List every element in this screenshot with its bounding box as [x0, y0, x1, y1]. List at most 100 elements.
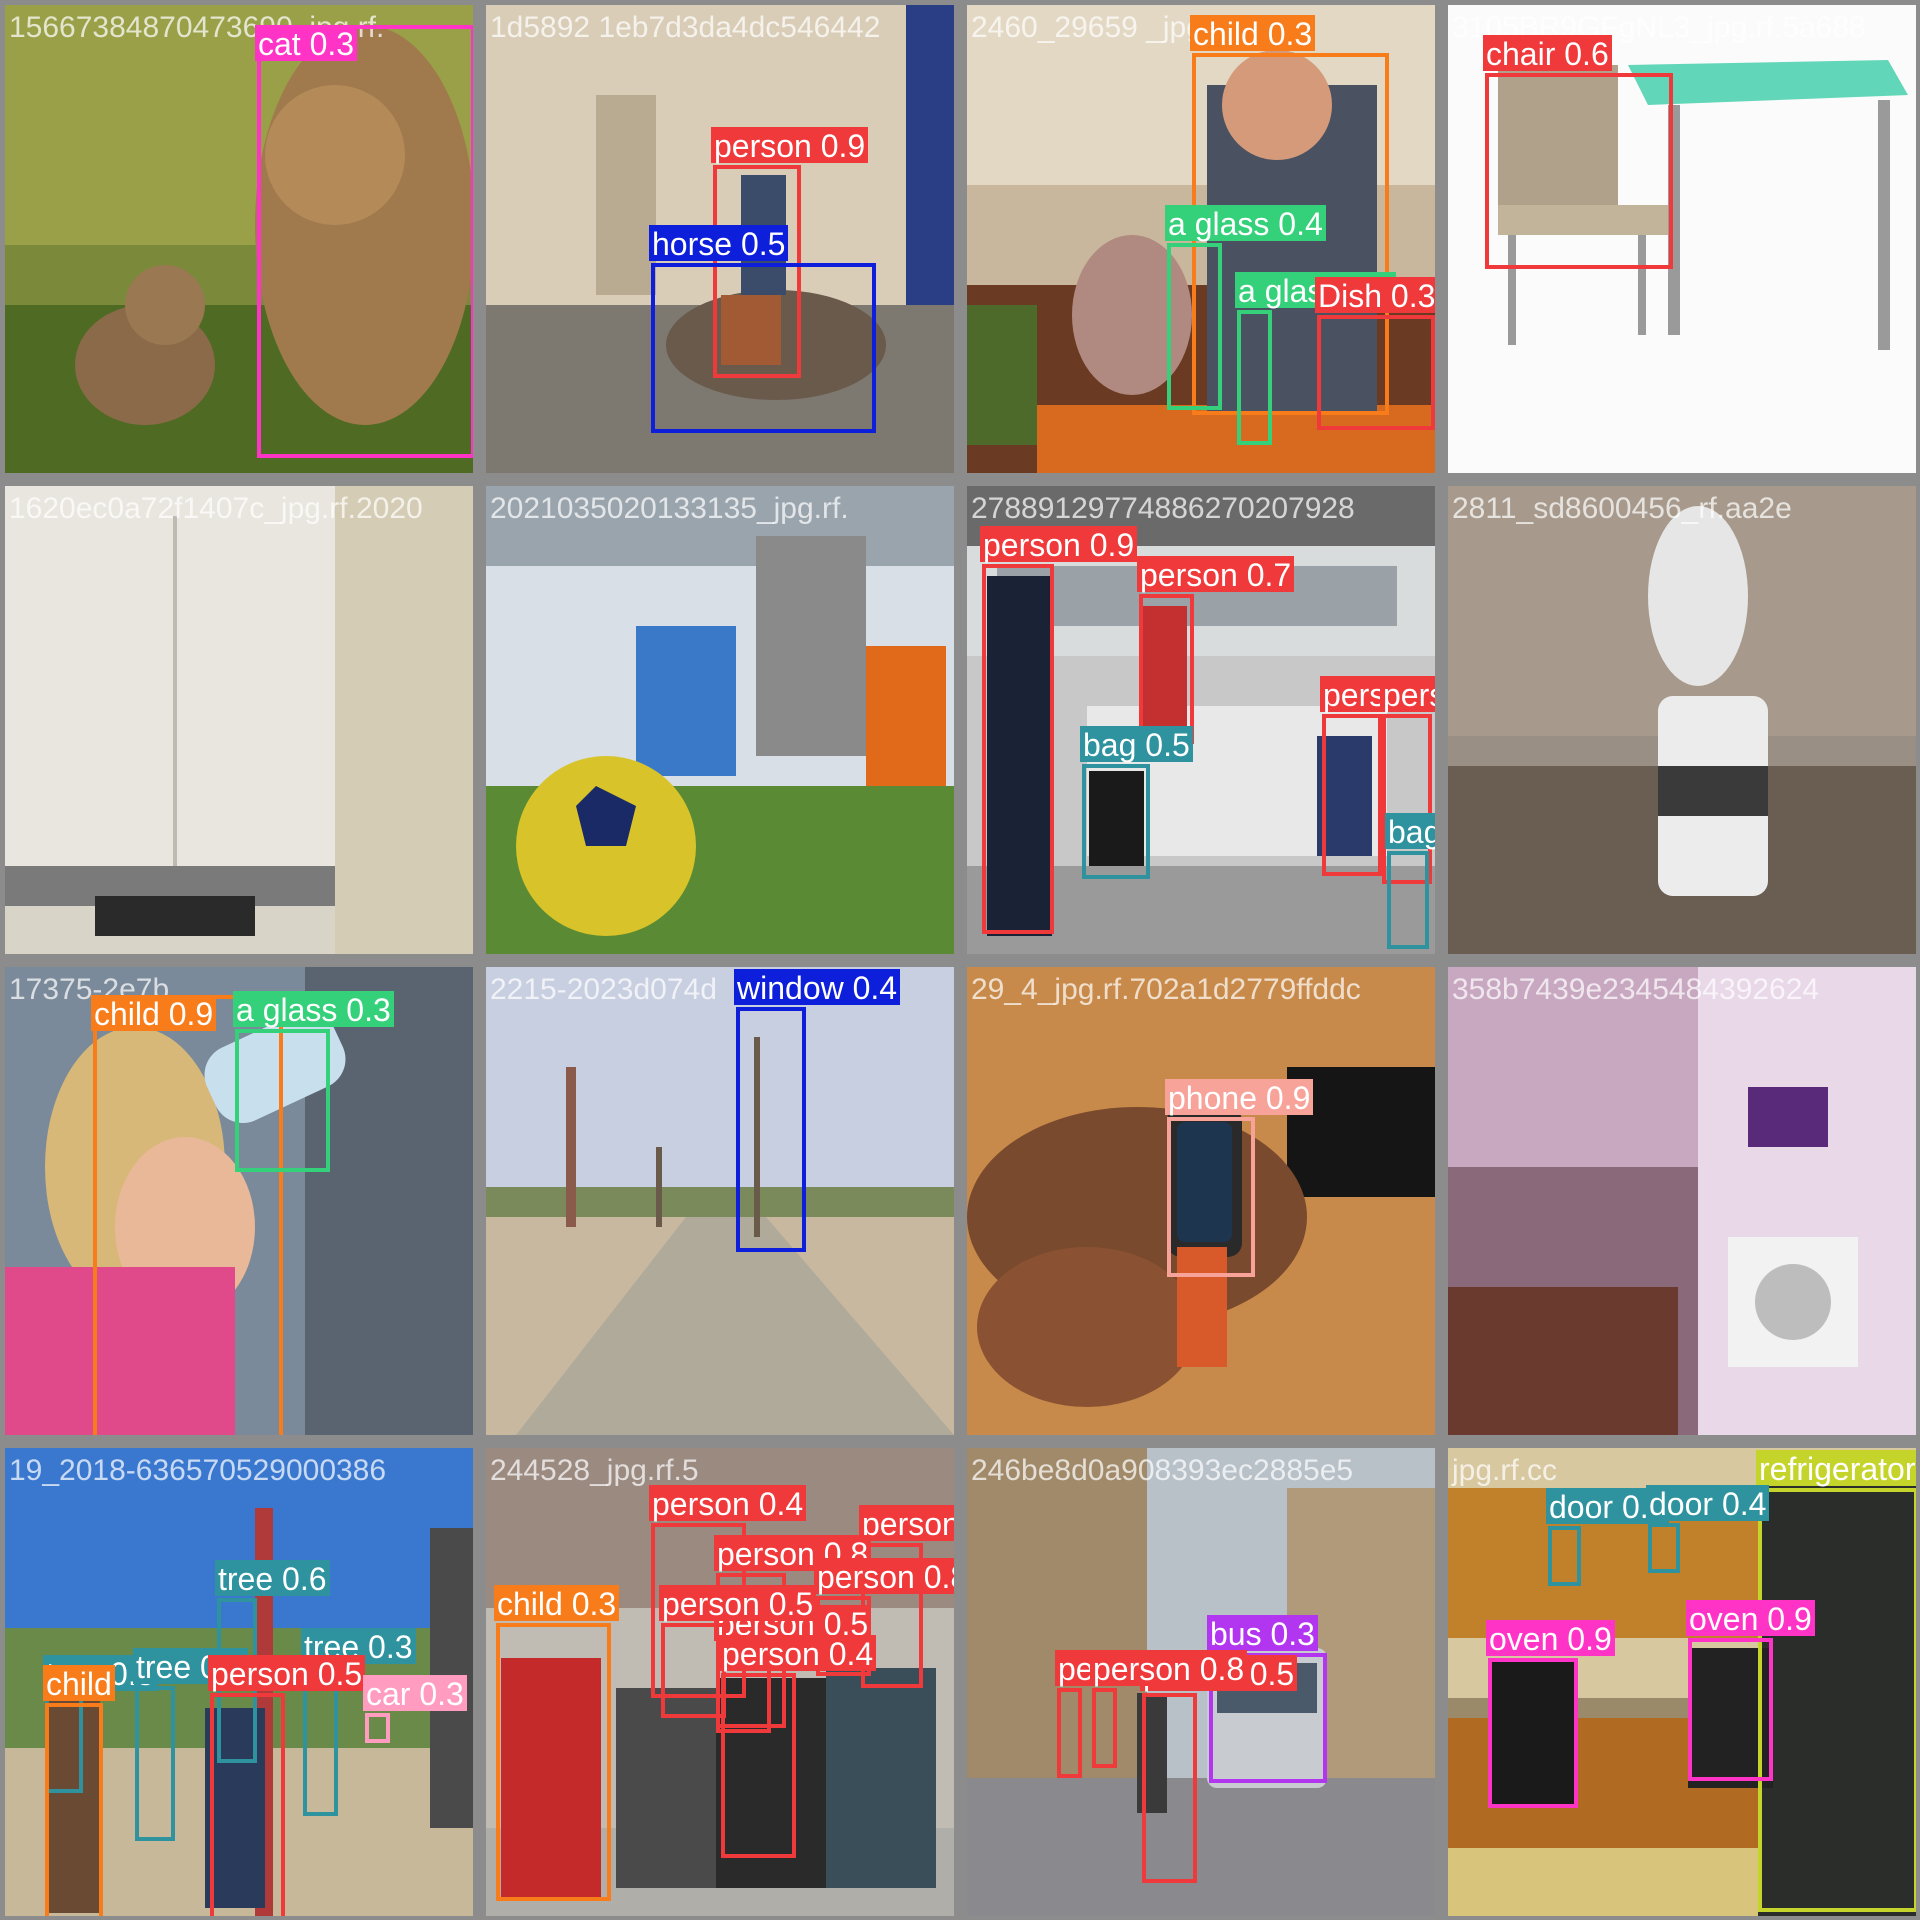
class-name: oven [1689, 1601, 1759, 1637]
class-name: person [817, 1559, 915, 1595]
detection-label: person 0.5 [659, 1585, 817, 1622]
detection: chair 0.6 [1483, 35, 1673, 269]
class-name: window [737, 970, 844, 1006]
detection: a glass 0.4 [1165, 205, 1326, 410]
image-tile: 2215-2023d074d window 0.4 [486, 967, 954, 1435]
bounding-box [1322, 714, 1382, 876]
class-name: a glass [1168, 206, 1270, 242]
detection: Dish 0.3 [1315, 277, 1435, 430]
confidence-score: 0.4 [828, 1636, 874, 1672]
detection: door 0.3 [1546, 1488, 1670, 1586]
detection: person 0.8 [1320, 676, 1435, 876]
bounding-box [1167, 1117, 1255, 1277]
bounding-box [1167, 243, 1222, 410]
confidence-score: 0.3 [309, 26, 355, 62]
image-tile: 358b7439e2345484392624 [1448, 967, 1916, 1435]
bounding-box [1688, 1638, 1773, 1781]
detection: cat 0.3 [255, 25, 473, 458]
class-name: a glass [236, 992, 338, 1028]
class-name: door [1649, 1486, 1714, 1522]
class-name: bus [1210, 1616, 1262, 1652]
confidence-score: 0.5 [317, 1656, 363, 1692]
class-name: person [862, 1506, 954, 1542]
tile-photo [5, 5, 473, 473]
tile-photo [1448, 1448, 1916, 1916]
class-name: person [652, 1486, 750, 1522]
image-tile: 29_4_jpg.rf.702a1d2779ffddc phone 0.9 [967, 967, 1435, 1435]
bounding-box [982, 564, 1054, 934]
confidence-score: 0.6 [282, 1561, 327, 1597]
detection: person 0.9 [711, 127, 869, 378]
confidence-score: 0.8 [923, 1559, 954, 1595]
detection: bag 0.4 [1385, 813, 1435, 949]
detection: person 0.8 [1380, 676, 1435, 884]
detection: door 0.4 [1646, 1485, 1770, 1573]
class-name: person [722, 1636, 820, 1672]
tile-photo [486, 486, 954, 954]
detection: horse 0.5 [649, 225, 876, 433]
bounding-box [661, 1623, 726, 1718]
tile-photo [486, 967, 954, 1435]
confidence-score: 0.7 [1246, 557, 1292, 593]
detection-label: person 0.4 [649, 1485, 807, 1522]
bounding-box [1317, 315, 1435, 430]
detection: person 0.5 [208, 1655, 366, 1916]
detection: tree 0.3 [133, 1648, 248, 1841]
confidence-score: 0.9 [1089, 527, 1135, 563]
bounding-box [1237, 310, 1272, 445]
detection-label: Dish 0.3 [1315, 277, 1435, 314]
confidence-score: 0.3 [1390, 278, 1435, 314]
image-tile: 1d5892 1eb7d3da4dc546442 person 0.9 horse … [486, 5, 954, 473]
detection: a glass 0.3 [1235, 272, 1396, 445]
detection: person 0.5 [659, 1585, 817, 1718]
class-name: bag [1083, 727, 1137, 763]
class-name: bag [1388, 814, 1435, 850]
class-name: person [1140, 557, 1238, 593]
class-name: Dish [1318, 278, 1383, 314]
bounding-box [1648, 1523, 1680, 1573]
bounding-box [1142, 1693, 1197, 1883]
detection-label: car 0.3 [363, 1675, 467, 1712]
tile-photo [5, 967, 473, 1435]
detection: a glass 0.3 [233, 991, 394, 1172]
confidence-score: 0.3 [368, 1629, 413, 1665]
image-tile: 2460_29659 _jpg.rf.aBo child 0.3 a glass 0… [967, 5, 1435, 473]
detection: bag 0.5 [1080, 726, 1193, 879]
detection: person 0.8 [814, 1558, 954, 1676]
bounding-box [721, 1673, 796, 1858]
detection-label: person 0.7 [1137, 556, 1295, 593]
bounding-box [1139, 594, 1194, 744]
detection: refrigerator [1756, 1450, 1916, 1912]
confidence-score: 0.9 [820, 128, 866, 164]
detection: person 0.9 [980, 526, 1138, 934]
class-name: tree [136, 1649, 192, 1685]
bounding-box [651, 263, 876, 433]
bounding-box [1082, 764, 1150, 879]
detection: child 0.3 [494, 1585, 620, 1901]
detection-label: person 0.4 [719, 1635, 877, 1672]
bounding-box [1548, 1526, 1581, 1586]
confidence-score: 0.4 [1278, 206, 1323, 242]
detection: bus 0.3 [1207, 1615, 1327, 1783]
tile-photo [1448, 486, 1916, 954]
image-tile: 2811_sd8600456_rf.aa2e [1448, 486, 1916, 954]
detection: child [43, 1665, 115, 1916]
bounding-box [1488, 1658, 1578, 1808]
image-tile: 3105BR9GFgNL3_jpg.rf.5a688 chair 0.6 [1448, 5, 1916, 473]
confidence-score: 0.3 [346, 992, 391, 1028]
bounding-box [496, 1623, 611, 1901]
confidence-score: 0.4 [758, 1486, 804, 1522]
detection-label: person 0.8 [814, 1558, 954, 1595]
class-name: person [1383, 677, 1435, 713]
tile-photo [967, 486, 1435, 954]
class-name: refrigerator [1759, 1451, 1916, 1487]
class-name: phone [1168, 1080, 1257, 1116]
class-name: horse [652, 226, 733, 262]
class-name: child [46, 1666, 112, 1702]
detection-label: person 0.9 [711, 127, 869, 164]
class-name: child [94, 996, 160, 1032]
class-name: person [714, 128, 812, 164]
